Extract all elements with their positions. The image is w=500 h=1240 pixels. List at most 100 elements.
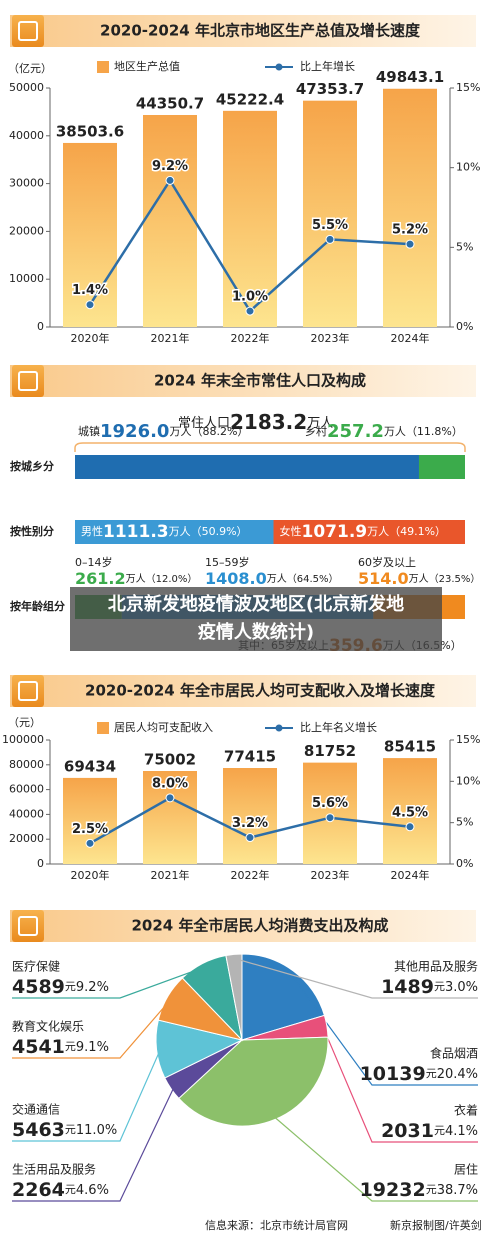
bar-value-label: 38503.6 (56, 122, 124, 140)
legend-label: 居民人均可支配收入 (114, 720, 213, 734)
pie-value: 2264元4.6% (12, 1179, 109, 1201)
pie-unit: 元 (426, 1067, 437, 1080)
row-label: 按城乡分 (10, 459, 54, 473)
total-unit: 万人 (307, 416, 333, 431)
pie-slice (178, 1036, 329, 1127)
bar-value-label: 44350.7 (136, 95, 204, 113)
segment-unit: 万人 (409, 573, 429, 585)
pie-value: 1489元3.0% (381, 976, 478, 998)
pie-value: 5463元11.0% (12, 1119, 117, 1141)
x-tick-label: 2022年 (231, 868, 270, 882)
header-icon (12, 910, 44, 942)
pie-amount: 10139 (360, 1063, 426, 1085)
bar (303, 100, 357, 327)
pie-share: 4.6% (76, 1183, 109, 1198)
pie-amount: 5463 (12, 1119, 65, 1141)
segment-label: 女性1071.9万人（49.1%） (280, 522, 447, 542)
pie-amount: 1489 (381, 976, 434, 998)
bar (63, 777, 117, 864)
x-tick-label: 2024年 (391, 868, 430, 882)
leader-line (12, 1048, 162, 1142)
segment-label: 1408.0万人（64.5%） (205, 569, 339, 588)
y-tick-label: 10000 (9, 272, 44, 285)
segment-share: （23.5%） (429, 573, 481, 585)
pie-unit: 元 (65, 1183, 76, 1196)
y-tick-label: 30000 (9, 177, 44, 190)
segment-label: 男性1111.3万人（50.9%） (81, 522, 248, 542)
segment-value: 1926.0 (100, 421, 169, 442)
source-right: 新京报制图/许英剑 (390, 1218, 482, 1232)
pie-share: 20.4% (437, 1067, 478, 1082)
growth-point (245, 306, 255, 316)
growth-point (85, 838, 95, 848)
pie-unit: 元 (65, 1123, 76, 1136)
y-axis-label: （亿元） (8, 62, 52, 75)
growth-label: 5.6% (312, 796, 348, 811)
pie-share: 11.0% (76, 1123, 117, 1138)
leader-line (12, 998, 172, 1059)
row-label: 按性别分 (10, 524, 54, 538)
leader-line (322, 1026, 478, 1143)
pie-share: 9.2% (76, 980, 109, 995)
y-tick-label: 20000 (9, 832, 44, 845)
y2-tick-label: 10% (456, 774, 480, 787)
pie-unit: 元 (65, 980, 76, 993)
bar (63, 142, 117, 327)
growth-point (405, 239, 415, 249)
bar-value-label: 49843.1 (376, 68, 444, 86)
header-title: 2024 年全市居民人均消费支出及构成 (132, 917, 389, 935)
legend-dot (275, 724, 283, 732)
header-title: 2020-2024 年全市居民人均可支配收入及增长速度 (85, 682, 436, 700)
segment-name: 60岁及以上 (358, 555, 416, 569)
pie-value: 4589元9.2% (12, 976, 109, 998)
bar-value-label: 69434 (64, 757, 116, 775)
growth-point (245, 833, 255, 843)
total-value: 2183.2 (230, 410, 307, 434)
segment (75, 455, 419, 479)
leader-line (290, 973, 478, 1086)
pie-amount: 4541 (12, 1036, 65, 1058)
segment-unit: 万人 (169, 425, 191, 438)
growth-point (165, 175, 175, 185)
pie-unit: 元 (426, 1183, 437, 1196)
bar (223, 110, 277, 327)
y2-tick-label: 0% (456, 320, 473, 333)
leader-line (272, 1115, 478, 1202)
growth-label: 5.2% (392, 223, 428, 238)
pie-slice (241, 953, 326, 1041)
legend-label: 地区生产总值 (114, 59, 180, 73)
pie-category: 居住 (454, 1163, 478, 1177)
pie-share: 3.0% (445, 980, 478, 995)
segment-name: 0–14岁 (75, 555, 113, 569)
pie-amount: 19232 (360, 1179, 426, 1201)
x-tick-label: 2023年 (311, 331, 350, 345)
pie-category: 教育文化娱乐 (12, 1019, 84, 1034)
segment-value: 261.2 (75, 569, 126, 588)
header-icon (12, 365, 44, 397)
growth-point (165, 793, 175, 803)
header-title: 2020-2024 年北京市地区生产总值及增长速度 (100, 22, 421, 40)
growth-label: 5.5% (312, 218, 348, 233)
y-axis-label: （元） (8, 716, 41, 729)
x-tick-label: 2021年 (151, 331, 190, 345)
pie-amount: 4589 (12, 976, 65, 998)
bar (383, 758, 437, 864)
pie-value: 2031元4.1% (381, 1120, 478, 1142)
pie-unit: 元 (65, 1040, 76, 1053)
growth-point (325, 813, 335, 823)
legend-label: 比上年增长 (300, 59, 355, 73)
segment-share: （49.1%） (389, 525, 446, 538)
bar-value-label: 81752 (304, 742, 356, 760)
y-tick-label: 40000 (9, 807, 44, 820)
legend-swatch (97, 61, 109, 73)
segment-label: 乡村257.2万人（11.8%） (305, 421, 463, 442)
pie-category: 食品烟酒 (430, 1046, 478, 1061)
leader-line (12, 1086, 175, 1202)
x-tick-label: 2022年 (231, 331, 270, 345)
segment-name: 15–59岁 (205, 555, 250, 569)
segment-name: 男性 (81, 524, 103, 538)
growth-point (325, 234, 335, 244)
segment-value: 1071.9 (302, 522, 368, 542)
